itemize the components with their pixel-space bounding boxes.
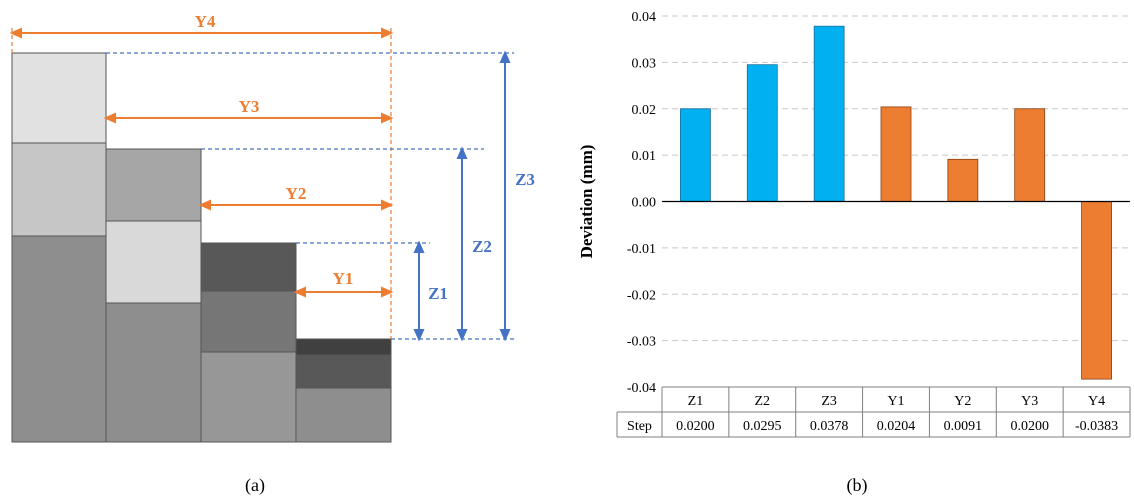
block xyxy=(295,387,392,443)
panel-a-caption: (a) xyxy=(245,475,265,496)
arrowhead xyxy=(413,329,425,342)
bar xyxy=(813,25,845,202)
x-category-label: Y3 xyxy=(1021,394,1038,409)
dimension-label-y2: Y2 xyxy=(286,184,307,203)
arrowhead xyxy=(198,199,211,211)
data-value-label: 0.0204 xyxy=(877,419,916,434)
y-tick-label: 0.04 xyxy=(632,10,657,25)
y-tick-label: -0.04 xyxy=(627,381,656,396)
block xyxy=(105,148,202,222)
x-category-label: Y1 xyxy=(887,394,904,409)
arrowhead xyxy=(499,329,511,342)
y-tick-label: -0.01 xyxy=(627,242,656,257)
dimension-label-z3: Z3 xyxy=(515,170,535,189)
bar xyxy=(1014,108,1046,202)
arrowhead xyxy=(381,27,394,39)
dimension-label-y1: Y1 xyxy=(333,269,354,288)
data-value-label: 0.0378 xyxy=(810,419,849,434)
block xyxy=(11,142,107,237)
y-tick-label: 0.03 xyxy=(632,56,657,71)
panel-b-chart: 0.04 0.03 0.02 0.01 0.00 -0.01 -0.02 -0.03 -0.04… xyxy=(577,10,1131,438)
bar xyxy=(746,64,778,202)
block xyxy=(11,52,107,144)
dimension-label-z1: Z1 xyxy=(428,284,448,303)
block xyxy=(105,302,202,443)
x-category-label: Z3 xyxy=(821,394,837,409)
dimension-label-y3: Y3 xyxy=(239,97,260,116)
data-value-label: 0.0295 xyxy=(743,419,782,434)
bar xyxy=(1081,201,1112,380)
bar xyxy=(680,108,711,202)
data-value-label: 0.0200 xyxy=(676,419,715,434)
x-category-label: Z1 xyxy=(688,394,704,409)
bar xyxy=(947,158,979,202)
y-axis-title: Deviation (mm) xyxy=(577,145,596,259)
block xyxy=(105,220,202,304)
panel-b-caption: (b) xyxy=(847,475,868,496)
dimension-label-z2: Z2 xyxy=(472,237,492,256)
x-category-label: Y2 xyxy=(954,394,971,409)
y-tick-label: 0.01 xyxy=(632,149,657,164)
arrowhead xyxy=(456,146,468,159)
arrowhead xyxy=(9,27,22,39)
block xyxy=(295,354,392,389)
block xyxy=(200,351,297,443)
y-tick-label: 0.02 xyxy=(632,103,657,118)
arrowhead xyxy=(381,286,394,298)
block xyxy=(200,290,297,353)
arrowhead xyxy=(103,112,116,124)
bar xyxy=(880,106,912,202)
x-category-label: Y4 xyxy=(1088,394,1105,409)
arrowhead xyxy=(381,112,394,124)
y-tick-label: -0.02 xyxy=(627,288,656,303)
arrowhead xyxy=(293,286,306,298)
arrowhead xyxy=(413,240,425,253)
y-tick-label: 0.00 xyxy=(632,196,657,211)
data-value-label: 0.0200 xyxy=(1010,419,1049,434)
block xyxy=(200,242,297,292)
panel-a-diagram: Y4 Y3 Y2 Y1 Z1 Z2 Z3 (a) xyxy=(9,12,535,496)
data-value-label: 0.0091 xyxy=(944,419,983,434)
block xyxy=(11,235,107,443)
table-row-header: Step xyxy=(627,419,652,434)
block xyxy=(295,338,392,356)
data-value-label: -0.0383 xyxy=(1075,419,1118,434)
dimension-label-y4: Y4 xyxy=(195,12,216,31)
arrowhead xyxy=(381,199,394,211)
y-tick-label: -0.03 xyxy=(627,335,656,350)
x-category-label: Z2 xyxy=(755,394,771,409)
arrowhead xyxy=(456,329,468,342)
arrowhead xyxy=(499,50,511,63)
